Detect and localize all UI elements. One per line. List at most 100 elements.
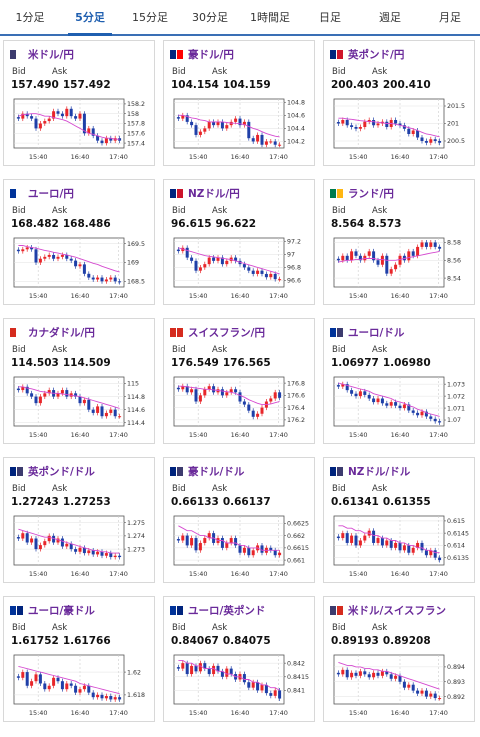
y-tick-label: 115 [127, 381, 139, 388]
rate-card[interactable]: カナダドル/円 Bid Ask 114.503 114.509 15:40 16:40… [3, 318, 155, 444]
pair-name[interactable]: 英ポンド/円 [348, 48, 405, 61]
rate-card[interactable]: ユーロ/ドル Bid Ask 1.06977 1.06980 15:40 16:40 1… [323, 318, 475, 444]
candle-body [398, 542, 402, 551]
tab-4[interactable]: 1時間足 [250, 11, 290, 24]
candle-body [242, 121, 246, 126]
tab-0[interactable]: 1分足 [15, 11, 45, 24]
candle-body [194, 260, 198, 271]
rate-card[interactable]: 米ドル/円 Bid Ask 157.490 157.492 15:40 16:40 17… [3, 40, 155, 166]
pair-name[interactable]: NZドル/円 [188, 187, 240, 200]
rate-card[interactable]: ユーロ/豪ドル Bid Ask 1.61752 1.61766 15:40 16:40… [3, 596, 155, 722]
y-tick-label: 0.661 [287, 557, 305, 564]
x-tick-label: 17:40 [109, 570, 128, 578]
rate-card[interactable]: 豪ドル/円 Bid Ask 104.154 104.159 15:40 16:40 17… [163, 40, 315, 166]
candle-body [251, 270, 255, 274]
pair-name[interactable]: NZドル/ドル [348, 465, 411, 478]
y-tick-label: 201.5 [447, 103, 465, 110]
rate-card[interactable]: 英ポンド/ドル Bid Ask 1.27243 1.27253 15:40 16:40… [3, 457, 155, 583]
candle-body [207, 533, 211, 539]
candle-body [113, 697, 117, 700]
pair-name[interactable]: ユーロ/円 [28, 187, 74, 200]
candle-body [82, 113, 86, 134]
tab-7[interactable]: 月足 [439, 11, 461, 24]
rate-card[interactable]: 米ドル/スイスフラン Bid Ask 0.89193 0.89208 15:40 16… [323, 596, 475, 722]
rate-card[interactable]: 豪ドル/ドル Bid Ask 0.66133 0.66137 15:40 16:40 1… [163, 457, 315, 583]
candle-body [424, 411, 428, 417]
candle-body [220, 121, 224, 129]
candle-body [176, 539, 180, 541]
y-tick-label: 1.274 [127, 533, 145, 540]
candle-body [100, 277, 104, 282]
flag-icon [170, 605, 183, 615]
candle-body [78, 113, 82, 119]
pair-name[interactable]: 米ドル/スイスフラン [348, 604, 447, 617]
tab-5[interactable]: 日足 [319, 11, 341, 24]
candle-body [389, 540, 393, 548]
candle-body [345, 669, 349, 678]
bid-value: 8.564 [331, 218, 365, 230]
candle-body [411, 130, 415, 134]
candle-body [69, 258, 73, 261]
y-tick-label: 1.071 [447, 405, 465, 412]
pair-name[interactable]: 豪ドル/円 [188, 48, 234, 61]
pair-name[interactable]: ユーロ/豪ドル [28, 604, 95, 617]
y-tick-label: 176.2 [287, 417, 305, 424]
candle-body [30, 681, 34, 686]
tab-2[interactable]: 15分足 [132, 11, 168, 24]
bid-label: Bid [12, 484, 26, 494]
price-labels: Bid Ask [12, 484, 92, 494]
candle-body [52, 254, 56, 259]
tab-1[interactable]: 5分足 [60, 0, 120, 36]
pair-name[interactable]: 英ポンド/ドル [28, 465, 95, 478]
x-tick-label: 15:40 [349, 570, 368, 578]
bid-value: 0.66133 [171, 496, 219, 508]
x-tick-label: 15:40 [29, 431, 48, 439]
candle-body [376, 538, 380, 543]
y-tick-label: 158 [127, 111, 139, 118]
candlestick-chart: 15:40 16:40 17:40 176.8 176.6 176.4 176.2 [173, 376, 305, 439]
card-header: 米ドル/スイスフラン [330, 603, 446, 617]
candle-body [181, 386, 185, 390]
candle-body [376, 260, 380, 265]
candle-body [118, 697, 122, 700]
pair-name[interactable]: スイスフラン/円 [188, 326, 266, 339]
candle-body [176, 387, 180, 390]
candle-body [363, 255, 367, 261]
candle-body [176, 249, 180, 252]
pair-name[interactable]: ランド/円 [348, 187, 394, 200]
pair-name[interactable]: 豪ドル/ドル [188, 465, 245, 478]
candle-body [341, 384, 345, 387]
pair-name[interactable]: 米ドル/円 [28, 48, 74, 61]
bid-label: Bid [332, 345, 346, 355]
rate-card[interactable]: ランド/円 Bid Ask 8.564 8.573 15:40 16:40 17:40 8… [323, 179, 475, 305]
x-tick-label: 15:40 [29, 153, 48, 161]
candle-body [198, 131, 202, 135]
tab-3[interactable]: 30分足 [192, 11, 228, 24]
candle-body [363, 121, 367, 127]
pair-name[interactable]: ユーロ/ドル [348, 326, 405, 339]
rate-card[interactable]: NZドル/円 Bid Ask 96.615 96.622 15:40 16:40 17:… [163, 179, 315, 305]
x-tick-label: 16:40 [71, 292, 90, 300]
rate-card[interactable]: ユーロ/英ポンド Bid Ask 0.84067 0.84075 15:40 16:4… [163, 596, 315, 722]
rate-card[interactable]: NZドル/ドル Bid Ask 0.61341 0.61355 15:40 16:40… [323, 457, 475, 583]
x-tick-label: 17:40 [109, 292, 128, 300]
tab-6[interactable]: 週足 [379, 11, 401, 24]
candle-body [376, 398, 380, 403]
rate-card[interactable]: ユーロ/円 Bid Ask 168.482 168.486 15:40 16:40 17… [3, 179, 155, 305]
candle-body [21, 533, 25, 539]
price-values: 157.490 157.492 [11, 79, 115, 91]
flag-icon [330, 605, 343, 615]
candle-body [358, 391, 362, 397]
ask-label: Ask [372, 67, 388, 77]
candle-body [96, 551, 100, 555]
candle-body [96, 277, 100, 280]
bid-label: Bid [12, 345, 26, 355]
pair-name[interactable]: ユーロ/英ポンド [188, 604, 266, 617]
y-tick-label: 0.6135 [447, 555, 469, 562]
rate-card[interactable]: スイスフラン/円 Bid Ask 176.549 176.565 15:40 16:4… [163, 318, 315, 444]
pair-name[interactable]: カナダドル/円 [28, 326, 95, 339]
candle-body [65, 254, 69, 259]
rate-card[interactable]: 英ポンド/円 Bid Ask 200.403 200.410 15:40 16:40 1… [323, 40, 475, 166]
candle-body [350, 390, 354, 394]
candle-body [203, 538, 207, 543]
